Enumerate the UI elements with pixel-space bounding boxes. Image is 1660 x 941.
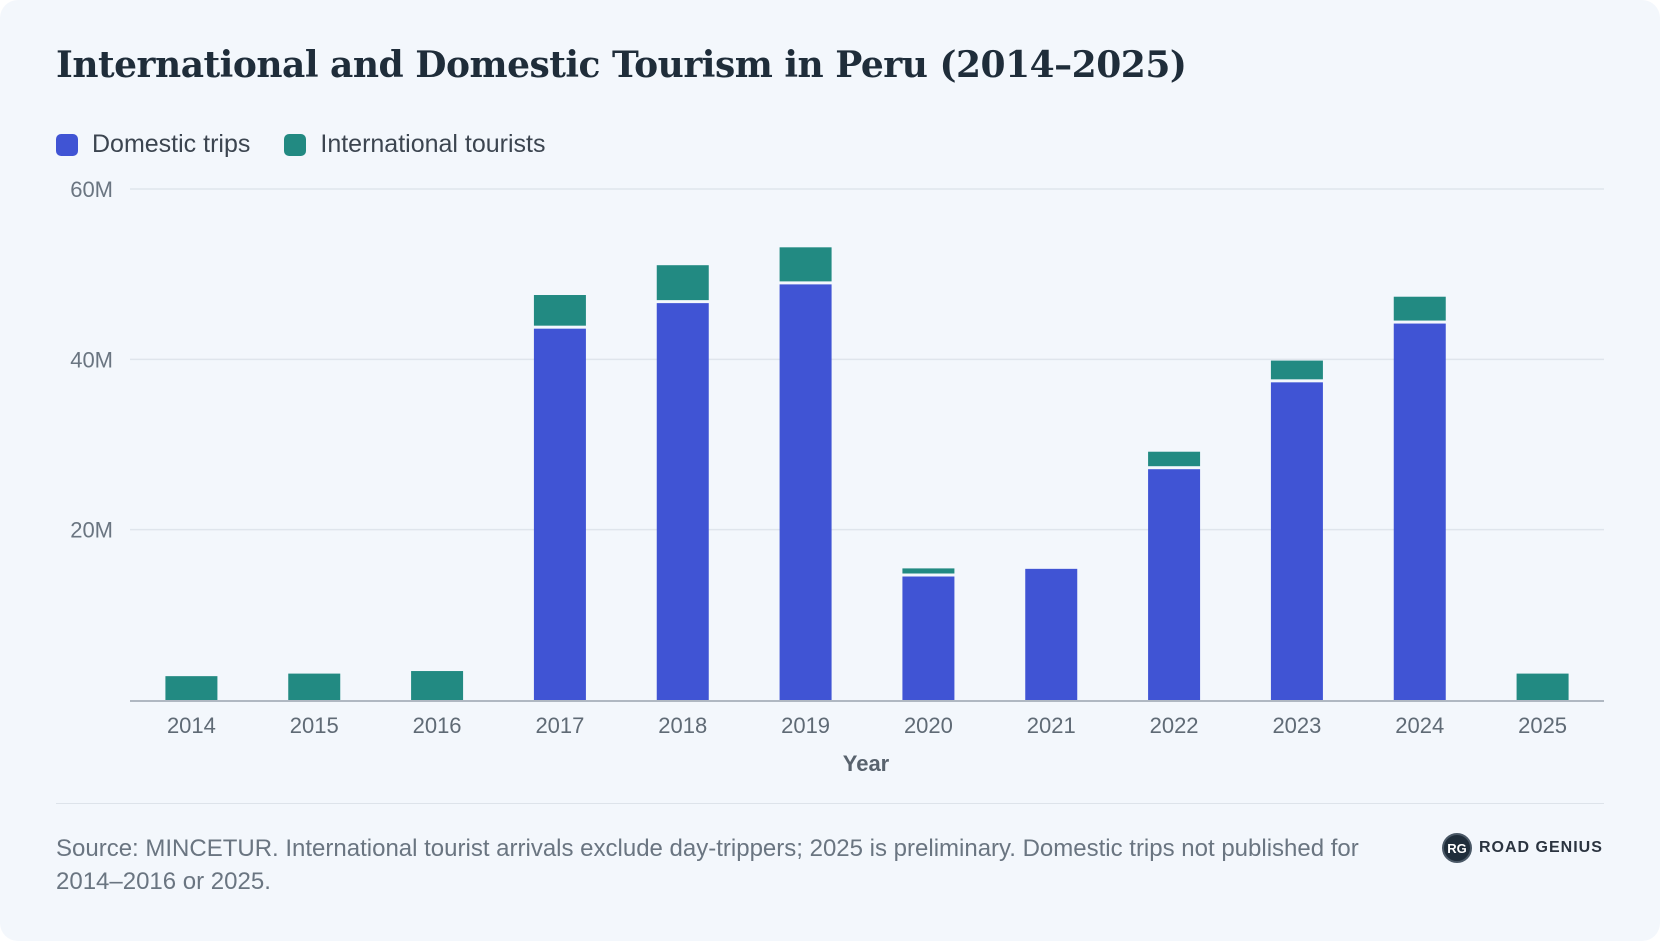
bar-domestic-2018 <box>656 303 709 700</box>
bar-international-2014 <box>165 676 218 700</box>
bar-international-2023 <box>1270 360 1323 380</box>
y-tick-label: 20M <box>70 518 113 543</box>
x-tick-label: 2023 <box>1272 713 1321 738</box>
bar-domestic-2017 <box>533 328 586 700</box>
x-tick-label: 2018 <box>658 713 707 738</box>
x-tick-label: 2014 <box>167 713 216 738</box>
x-tick-label: 2016 <box>413 713 462 738</box>
chart-title: International and Domestic Tourism in Pe… <box>56 44 1187 86</box>
bar-domestic-2019 <box>779 284 832 700</box>
bar-domestic-2020 <box>902 576 955 700</box>
y-tick-label: 40M <box>70 347 113 372</box>
brand-badge: RG <box>1442 833 1472 863</box>
bar-domestic-2022 <box>1148 469 1201 700</box>
y-axis: 20M 40M 60M <box>70 177 113 543</box>
x-axis: 2014 2015 2016 2017 2018 2019 2020 2021 2022 2023… <box>130 700 1604 738</box>
bar-international-2018 <box>656 265 709 301</box>
bar-international-2019 <box>779 247 832 282</box>
footer-divider <box>56 803 1604 804</box>
x-tick-label: 2015 <box>290 713 339 738</box>
legend-label-international: International tourists <box>320 130 546 158</box>
x-tick-label: 2017 <box>535 713 584 738</box>
x-tick-label: 2022 <box>1150 713 1199 738</box>
x-tick-label: 2025 <box>1518 713 1567 738</box>
bar-international-2017 <box>533 295 586 326</box>
bar-international-2016 <box>411 671 464 700</box>
legend: Domestic trips International tourists <box>56 130 546 159</box>
bar-domestic-2024 <box>1393 323 1446 700</box>
x-tick-label: 2019 <box>781 713 830 738</box>
legend-label-domestic: Domestic trips <box>92 130 251 158</box>
legend-item-international: International tourists <box>284 130 546 159</box>
bar-international-2024 <box>1393 296 1446 321</box>
x-tick-label: 2020 <box>904 713 953 738</box>
gridlines <box>130 188 1604 531</box>
bar-international-2020 <box>902 568 955 574</box>
legend-swatch-international <box>284 133 307 156</box>
bar-domestic-2021 <box>1025 568 1078 700</box>
brand-name: ROAD GENIUS <box>1479 839 1603 856</box>
legend-item-domestic: Domestic trips <box>56 130 250 159</box>
bars <box>165 247 1569 700</box>
x-tick-label: 2021 <box>1027 713 1076 738</box>
bar-domestic-2023 <box>1270 382 1323 700</box>
y-tick-label: 60M <box>70 177 113 202</box>
bar-international-2022 <box>1148 451 1201 467</box>
legend-swatch-domestic <box>56 133 78 156</box>
bar-international-2025 <box>1516 673 1569 700</box>
brand-logo: RG ROAD GENIUS <box>1442 833 1603 863</box>
x-tick-label: 2024 <box>1395 713 1444 738</box>
source-note: Source: MINCETUR. International tourist … <box>56 835 1359 895</box>
bar-international-2015 <box>288 673 341 700</box>
x-axis-title: Year <box>843 751 890 776</box>
